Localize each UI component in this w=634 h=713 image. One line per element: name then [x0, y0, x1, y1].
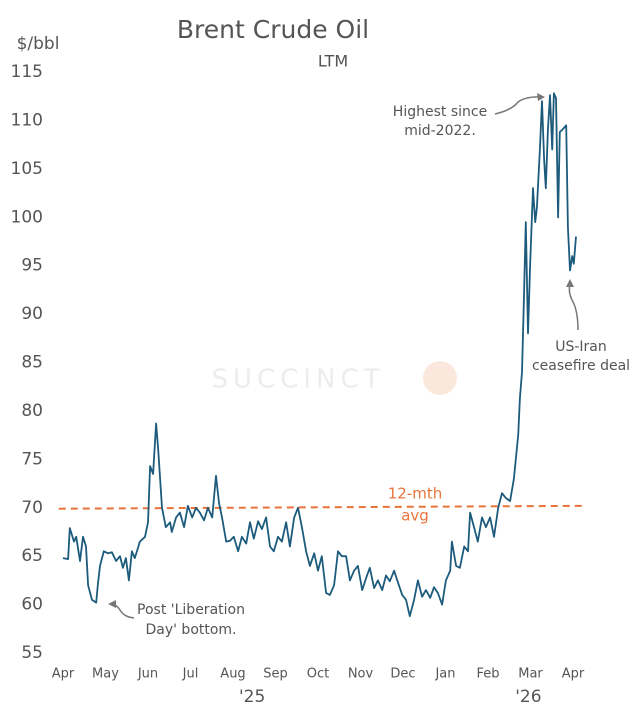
- x-tick-label: Apr: [52, 667, 75, 682]
- annotation-text: Highest since: [393, 104, 487, 120]
- annotation-text: US-Iran: [555, 339, 607, 355]
- average-line: [58, 504, 586, 510]
- year-label: '26: [515, 687, 541, 707]
- year-label: '25: [239, 687, 265, 707]
- arrow-head: [537, 93, 545, 101]
- annotation-text: Post 'Liberation: [137, 602, 245, 618]
- y-tick-label: 100: [11, 207, 43, 227]
- x-tick-label: Jul: [182, 667, 199, 682]
- annotation-text: ceasefire deal: [532, 358, 630, 374]
- x-tick-label: Feb: [476, 667, 499, 682]
- x-tick-label: Oct: [307, 667, 329, 682]
- annotation-text: mid-2022.: [404, 123, 476, 139]
- y-tick-label: 65: [21, 546, 43, 566]
- x-tick-label: Nov: [348, 667, 374, 682]
- y-tick-label: 80: [21, 401, 43, 421]
- chart-subtitle: LTM: [318, 52, 348, 71]
- x-tick-label: Aug: [220, 667, 245, 682]
- watermark: SUCCINCT: [212, 365, 385, 395]
- annotation-arrow: [494, 96, 544, 115]
- y-tick-label: 75: [21, 449, 43, 469]
- x-tick-label: May: [92, 667, 119, 682]
- y-tick-label: 85: [21, 353, 43, 373]
- x-tick-label: Sep: [263, 667, 288, 682]
- y-tick-label: 115: [11, 62, 43, 82]
- x-tick-label: Dec: [390, 667, 415, 682]
- average-label: avg: [401, 507, 429, 525]
- y-tick-label: 105: [11, 159, 43, 179]
- arrow-head: [108, 600, 116, 608]
- annotation-text: Day' bottom.: [145, 622, 236, 638]
- y-tick-label: 70: [21, 498, 43, 518]
- y-tick-label: 60: [21, 595, 43, 615]
- y-tick-label: 110: [11, 110, 43, 130]
- chart-title: Brent Crude Oil: [177, 15, 369, 44]
- annotation-arrow: [568, 283, 579, 331]
- y-tick-label: 55: [21, 643, 43, 663]
- y-tick-label: 95: [21, 256, 43, 276]
- y-tick-label: 90: [21, 304, 43, 324]
- watermark-logo: [423, 361, 457, 395]
- y-axis-label: $/bbl: [17, 34, 60, 54]
- average-label: 12-mth: [388, 485, 443, 503]
- x-tick-label: Jun: [137, 667, 158, 682]
- price-line: [62, 92, 577, 618]
- arrow-head: [566, 279, 574, 287]
- x-tick-label: Mar: [518, 667, 543, 682]
- x-tick-label: Apr: [562, 667, 585, 682]
- annotation: Highest since mid-2022. US-Iran ceasefir…: [108, 93, 630, 638]
- x-tick-label: Jan: [434, 667, 455, 682]
